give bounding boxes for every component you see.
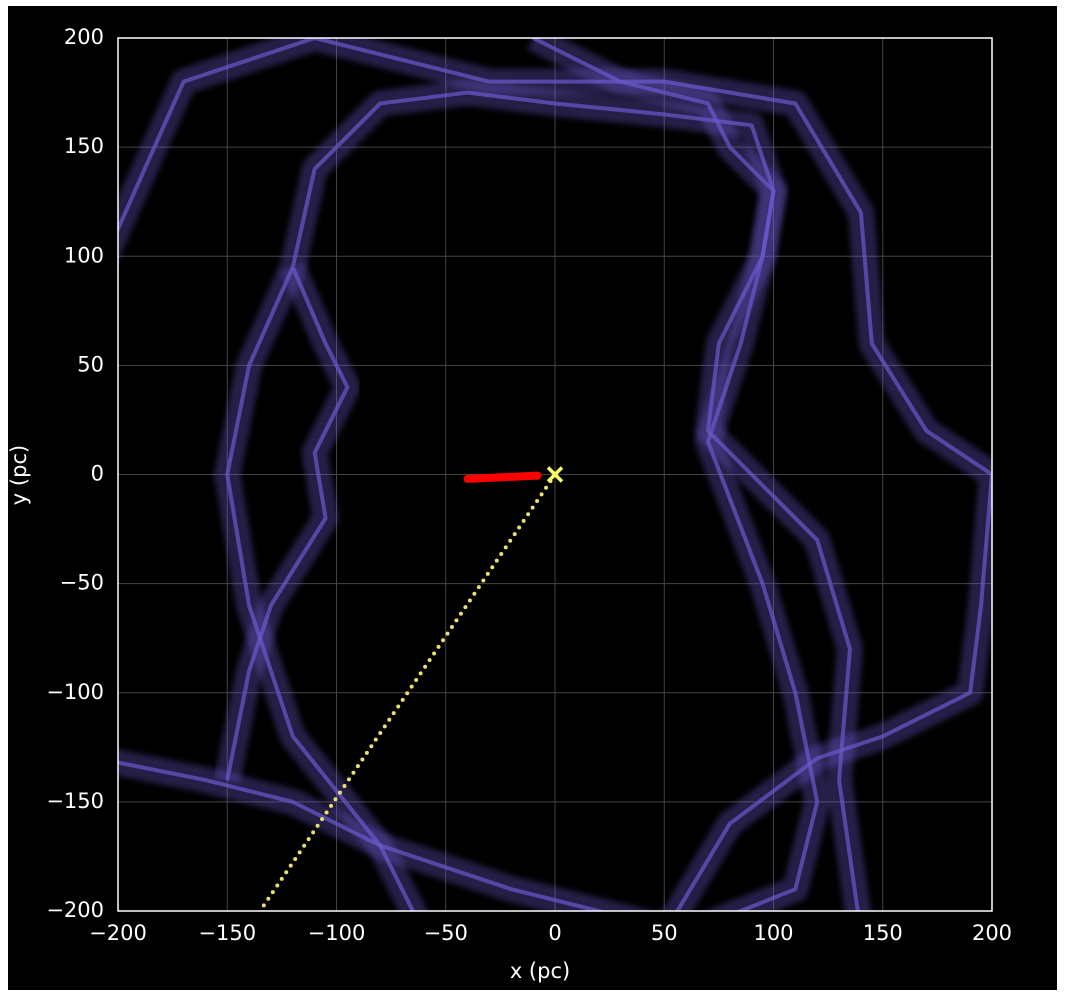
y-tick-label: −150 xyxy=(46,789,104,813)
x-tick-label: −50 xyxy=(424,921,468,945)
y-tick-label: −100 xyxy=(46,680,104,704)
x-tick-label: −200 xyxy=(89,921,147,945)
x-tick-label: −100 xyxy=(308,921,366,945)
orbit-band xyxy=(532,38,860,911)
x-tick-label: 0 xyxy=(548,921,561,945)
orbit-band xyxy=(225,266,350,781)
x-tick-label: 150 xyxy=(863,921,903,945)
plot-area xyxy=(118,38,992,911)
x-tick-label: 50 xyxy=(651,921,678,945)
x-marker xyxy=(546,466,564,483)
background xyxy=(8,6,1057,990)
y-tick-label: 100 xyxy=(64,243,104,267)
y-tick-label: 0 xyxy=(91,462,104,486)
x-tick-label: 200 xyxy=(972,921,1012,945)
orbit-band xyxy=(118,760,416,911)
frame xyxy=(117,37,993,912)
dotted-line xyxy=(258,472,557,911)
x-tick-label: 100 xyxy=(753,921,793,945)
y-tick-label: −200 xyxy=(46,898,104,922)
orbit-band xyxy=(225,90,820,911)
thick-line xyxy=(463,471,542,483)
y-tick-label: 50 xyxy=(77,352,104,376)
y-tick-label: 200 xyxy=(64,25,104,49)
y-axis-label: y (pc) xyxy=(7,445,31,505)
y-tick-label: −50 xyxy=(60,571,104,595)
x-tick-label: −150 xyxy=(198,921,256,945)
x-axis-label: x (pc) xyxy=(510,959,570,983)
y-tick-label: 150 xyxy=(64,134,104,158)
